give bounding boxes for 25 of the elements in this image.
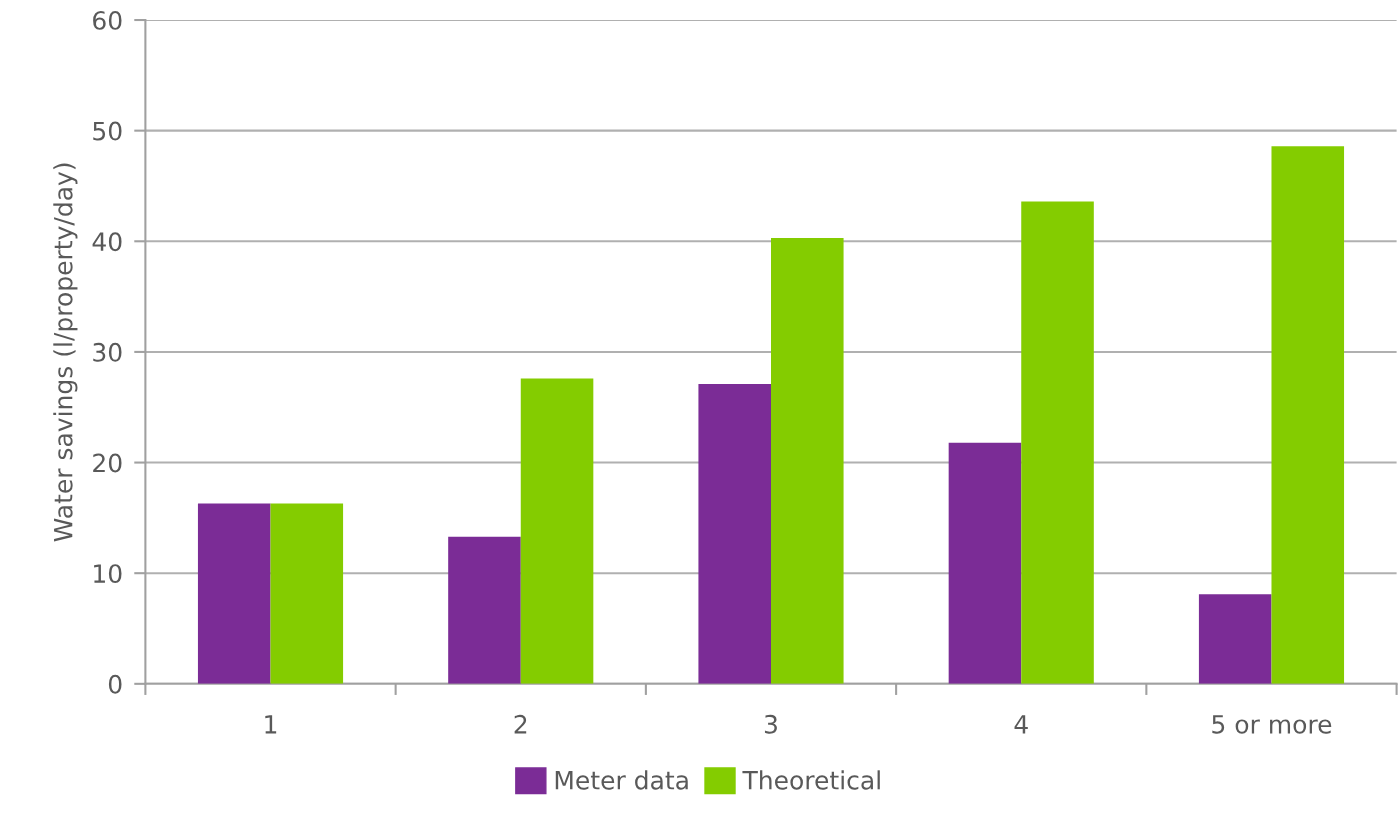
bar <box>1271 146 1345 684</box>
y-tick-label: 40 <box>92 232 122 252</box>
bar <box>1198 594 1272 684</box>
y-tick-label: 0 <box>108 674 122 694</box>
y-tick-label: 50 <box>93 121 122 141</box>
bar <box>197 503 271 684</box>
y-tick-label: 10 <box>94 564 122 584</box>
x-tick-label: 5 or more <box>1212 715 1332 734</box>
bar <box>771 237 844 684</box>
y-tick-label: 20 <box>93 453 122 473</box>
bar <box>698 384 771 684</box>
legend-label: Theoretical <box>742 770 880 790</box>
bar <box>1021 201 1094 684</box>
y-tick-label: 60 <box>93 10 122 30</box>
y-tick-label: 30 <box>93 342 122 362</box>
bar <box>270 503 344 684</box>
x-tick-label: 2 <box>514 714 527 734</box>
x-tick-label: 1 <box>265 715 277 734</box>
legend-label: Meter data <box>555 770 688 790</box>
bar <box>520 378 594 684</box>
y-axis-title: Water savings (l/property/day) <box>53 163 78 542</box>
x-tick-label: 4 <box>1014 715 1028 734</box>
bar <box>948 442 1022 684</box>
bar <box>448 536 521 684</box>
x-tick-label: 3 <box>764 714 777 734</box>
